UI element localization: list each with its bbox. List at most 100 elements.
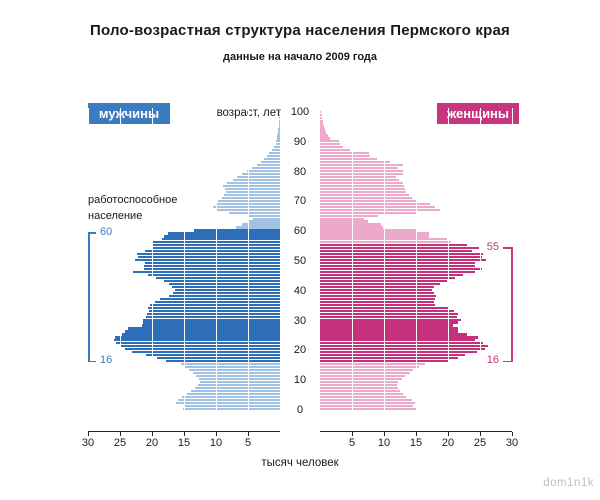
bar-men-age-43 bbox=[164, 279, 280, 283]
bar-men-age-63 bbox=[249, 220, 280, 223]
bar-women-age-14 bbox=[320, 366, 419, 369]
bar-men-age-84 bbox=[264, 158, 280, 161]
bar-men-age-51 bbox=[137, 256, 280, 259]
bar-women-age-79 bbox=[320, 172, 404, 176]
bar-women-age-87 bbox=[320, 149, 351, 152]
bar-women-age-88 bbox=[320, 146, 344, 149]
bar-women-age-12 bbox=[320, 371, 411, 375]
bar-men-age-90 bbox=[276, 140, 280, 143]
bar-men-age-4 bbox=[182, 395, 280, 398]
bar-men-age-92 bbox=[277, 134, 280, 137]
men-legend-badge: мужчины bbox=[88, 103, 170, 124]
value-axis-tick bbox=[216, 432, 218, 436]
bar-women-age-50 bbox=[320, 259, 487, 262]
value-axis-tick-label-10: 10 bbox=[377, 437, 391, 449]
value-axis-tick bbox=[88, 432, 90, 436]
age-tick-label-90: 90 bbox=[293, 135, 307, 148]
bar-women-age-71 bbox=[320, 196, 412, 199]
bar-men-age-9 bbox=[200, 380, 280, 384]
bar-men-age-27 bbox=[128, 327, 280, 330]
bar-women-age-94 bbox=[320, 128, 326, 131]
bar-women-age-20 bbox=[320, 348, 486, 351]
bar-women-age-0 bbox=[320, 407, 417, 410]
bar-women-age-59 bbox=[320, 232, 429, 235]
bar-men-age-79 bbox=[241, 172, 280, 176]
bar-women-age-29 bbox=[320, 321, 459, 324]
bar-men-age-60 bbox=[193, 229, 280, 232]
bar-men-age-91 bbox=[277, 137, 280, 140]
bar-women-age-95 bbox=[320, 125, 325, 128]
bar-women-age-3 bbox=[320, 398, 412, 401]
bar-men-age-10 bbox=[198, 377, 280, 381]
bar-men-age-12 bbox=[192, 371, 280, 375]
bar-men-age-52 bbox=[136, 253, 280, 256]
bar-women-age-15 bbox=[320, 363, 425, 366]
bar-men-age-93 bbox=[277, 131, 280, 134]
bar-women-age-89 bbox=[320, 143, 340, 146]
bar-women-age-80 bbox=[320, 170, 404, 173]
bar-men-age-11 bbox=[196, 374, 280, 378]
bar-women-age-22 bbox=[320, 342, 484, 345]
gridline bbox=[152, 108, 154, 414]
bar-men-age-33 bbox=[148, 309, 280, 312]
bar-women-age-8 bbox=[320, 383, 397, 387]
bar-men-age-41 bbox=[172, 285, 280, 289]
bar-men-age-5 bbox=[186, 392, 280, 395]
bar-women-age-56 bbox=[320, 241, 452, 244]
bracket-line bbox=[88, 232, 90, 362]
bar-men-age-39 bbox=[173, 291, 280, 294]
bar-men-age-37 bbox=[159, 297, 280, 300]
bar-men-age-2 bbox=[176, 401, 280, 404]
bar-men-age-86 bbox=[269, 152, 280, 155]
gridline bbox=[216, 108, 218, 414]
bar-women-age-98 bbox=[320, 116, 322, 119]
bar-men-age-21 bbox=[120, 345, 280, 348]
bar-women-age-41 bbox=[320, 285, 434, 289]
gridline bbox=[448, 108, 450, 414]
value-axis-tick-label-15: 15 bbox=[177, 437, 191, 449]
bar-women-age-10 bbox=[320, 377, 402, 381]
bracket-tick-top bbox=[503, 247, 511, 249]
value-axis-tick-label-15: 15 bbox=[409, 437, 423, 449]
bar-men-age-40 bbox=[175, 288, 280, 291]
bar-men-age-19 bbox=[131, 351, 280, 354]
bar-men-age-77 bbox=[232, 178, 280, 182]
bar-women-age-69 bbox=[320, 202, 431, 205]
bracket-line bbox=[511, 247, 513, 362]
age-tick-label-30: 30 bbox=[293, 314, 307, 327]
bar-women-age-31 bbox=[320, 315, 457, 318]
bar-women-age-75 bbox=[320, 184, 404, 188]
value-axis-tick-label-25: 25 bbox=[473, 437, 487, 449]
bar-men-age-85 bbox=[266, 155, 280, 158]
bar-men-age-100 bbox=[279, 110, 280, 113]
bar-men-age-82 bbox=[256, 164, 280, 167]
bar-women-age-30 bbox=[320, 318, 462, 321]
bar-women-age-68 bbox=[320, 205, 436, 208]
value-axis-tick bbox=[120, 432, 122, 436]
age-tick-label-10: 10 bbox=[293, 374, 307, 387]
bar-men-age-99 bbox=[279, 113, 280, 116]
age-tick-label-70: 70 bbox=[293, 195, 307, 208]
bar-men-age-30 bbox=[143, 318, 280, 321]
bar-women-age-21 bbox=[320, 345, 489, 348]
age-tick-label-80: 80 bbox=[293, 165, 307, 178]
bar-women-age-27 bbox=[320, 327, 459, 330]
bar-men-age-81 bbox=[251, 167, 280, 170]
bar-women-age-18 bbox=[320, 354, 466, 357]
bar-women-age-73 bbox=[320, 190, 407, 193]
bar-women-age-57 bbox=[320, 238, 447, 241]
bar-women-age-44 bbox=[320, 276, 456, 280]
bar-women-age-60 bbox=[320, 229, 418, 232]
value-axis-tick bbox=[384, 432, 386, 436]
bar-women-age-40 bbox=[320, 288, 432, 291]
working-age-annotation-line1: работоспособное bbox=[88, 194, 178, 206]
bar-women-age-76 bbox=[320, 181, 403, 185]
bar-men-age-25 bbox=[121, 333, 280, 336]
bar-men-age-87 bbox=[272, 149, 280, 152]
bar-women-age-39 bbox=[320, 291, 434, 294]
bar-women-age-2 bbox=[320, 401, 415, 404]
age-tick-label-50: 50 bbox=[293, 255, 307, 267]
bar-women-age-78 bbox=[320, 175, 397, 179]
bar-women-age-62 bbox=[320, 223, 381, 226]
